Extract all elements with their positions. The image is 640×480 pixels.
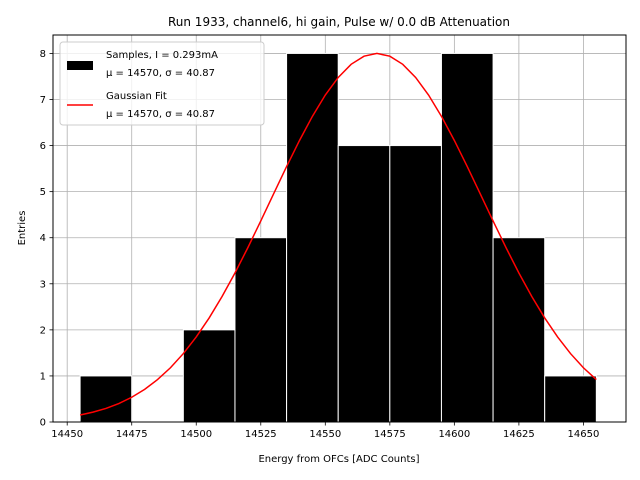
x-tick-label: 14550 [309, 429, 341, 440]
histogram-bar [79, 375, 133, 423]
x-tick-label: 14575 [374, 429, 406, 440]
histogram-bar [440, 52, 494, 423]
x-axis-ticks: 14450 14475 14500 14525 14550 14575 14600 14625… [51, 422, 599, 440]
plot-frame [52, 34, 627, 423]
y-tick-label: 0 [40, 418, 46, 429]
histogram-bar [286, 52, 339, 423]
gaussian-fit-line [79, 52, 597, 416]
legend-box [59, 41, 265, 126]
legend-fit-stats: μ = 14570, σ = 40.87 [106, 109, 215, 120]
x-tick-label: 14600 [438, 429, 470, 440]
chart-title: Run 1933, channel6, hi gain, Pulse w/ 0.… [168, 15, 510, 29]
x-tick-label: 14450 [51, 429, 83, 440]
legend-samples-stats: μ = 14570, σ = 40.87 [106, 68, 215, 79]
y-tick-label: 8 [40, 49, 46, 60]
y-tick-label: 2 [40, 325, 46, 336]
y-axis-label: Entries [17, 211, 28, 246]
y-tick-label: 5 [40, 187, 46, 198]
histogram-bar [337, 145, 391, 423]
legend-samples-swatch [67, 61, 93, 70]
legend-samples-label: Samples, I = 0.293mA [106, 50, 218, 61]
x-axis-label: Energy from OFCs [ADC Counts] [258, 454, 419, 465]
y-tick-label: 3 [40, 279, 46, 290]
y-axis-ticks: 0 1 2 3 4 5 6 7 8 [40, 49, 53, 429]
x-tick-label: 14525 [245, 429, 277, 440]
histogram-bar [234, 237, 288, 423]
legend: Samples, I = 0.293mA μ = 14570, σ = 40.8… [59, 41, 265, 126]
histogram-bars [79, 52, 597, 423]
x-tick-label: 14625 [503, 429, 535, 440]
y-tick-label: 6 [40, 141, 46, 152]
histogram-bar [492, 237, 546, 423]
histogram-bar [389, 145, 442, 423]
x-tick-label: 14650 [568, 429, 600, 440]
legend-fit-label: Gaussian Fit [106, 91, 167, 102]
x-tick-label: 14475 [116, 429, 148, 440]
histogram-bar [544, 375, 597, 423]
y-tick-label: 1 [40, 371, 46, 382]
y-tick-label: 7 [40, 95, 46, 106]
x-tick-label: 14500 [180, 429, 212, 440]
y-tick-label: 4 [40, 233, 46, 244]
